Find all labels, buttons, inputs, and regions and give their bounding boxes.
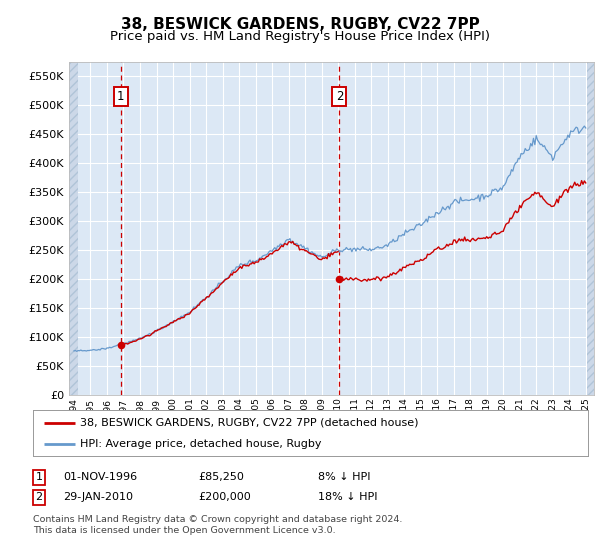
Text: 38, BESWICK GARDENS, RUGBY, CV22 7PP (detached house): 38, BESWICK GARDENS, RUGBY, CV22 7PP (de… — [80, 418, 419, 428]
Text: Price paid vs. HM Land Registry's House Price Index (HPI): Price paid vs. HM Land Registry's House … — [110, 30, 490, 43]
Text: HPI: Average price, detached house, Rugby: HPI: Average price, detached house, Rugb… — [80, 439, 322, 449]
Text: 2: 2 — [335, 90, 343, 103]
Text: This data is licensed under the Open Government Licence v3.0.: This data is licensed under the Open Gov… — [33, 526, 335, 535]
Text: £200,000: £200,000 — [198, 492, 251, 502]
Text: 8% ↓ HPI: 8% ↓ HPI — [318, 472, 371, 482]
Text: Contains HM Land Registry data © Crown copyright and database right 2024.: Contains HM Land Registry data © Crown c… — [33, 515, 403, 524]
Text: £85,250: £85,250 — [198, 472, 244, 482]
Text: 2: 2 — [35, 492, 43, 502]
Text: 29-JAN-2010: 29-JAN-2010 — [63, 492, 133, 502]
Text: 01-NOV-1996: 01-NOV-1996 — [63, 472, 137, 482]
Text: 1: 1 — [35, 472, 43, 482]
Text: 1: 1 — [117, 90, 124, 103]
Text: 38, BESWICK GARDENS, RUGBY, CV22 7PP: 38, BESWICK GARDENS, RUGBY, CV22 7PP — [121, 17, 479, 32]
Text: 18% ↓ HPI: 18% ↓ HPI — [318, 492, 377, 502]
